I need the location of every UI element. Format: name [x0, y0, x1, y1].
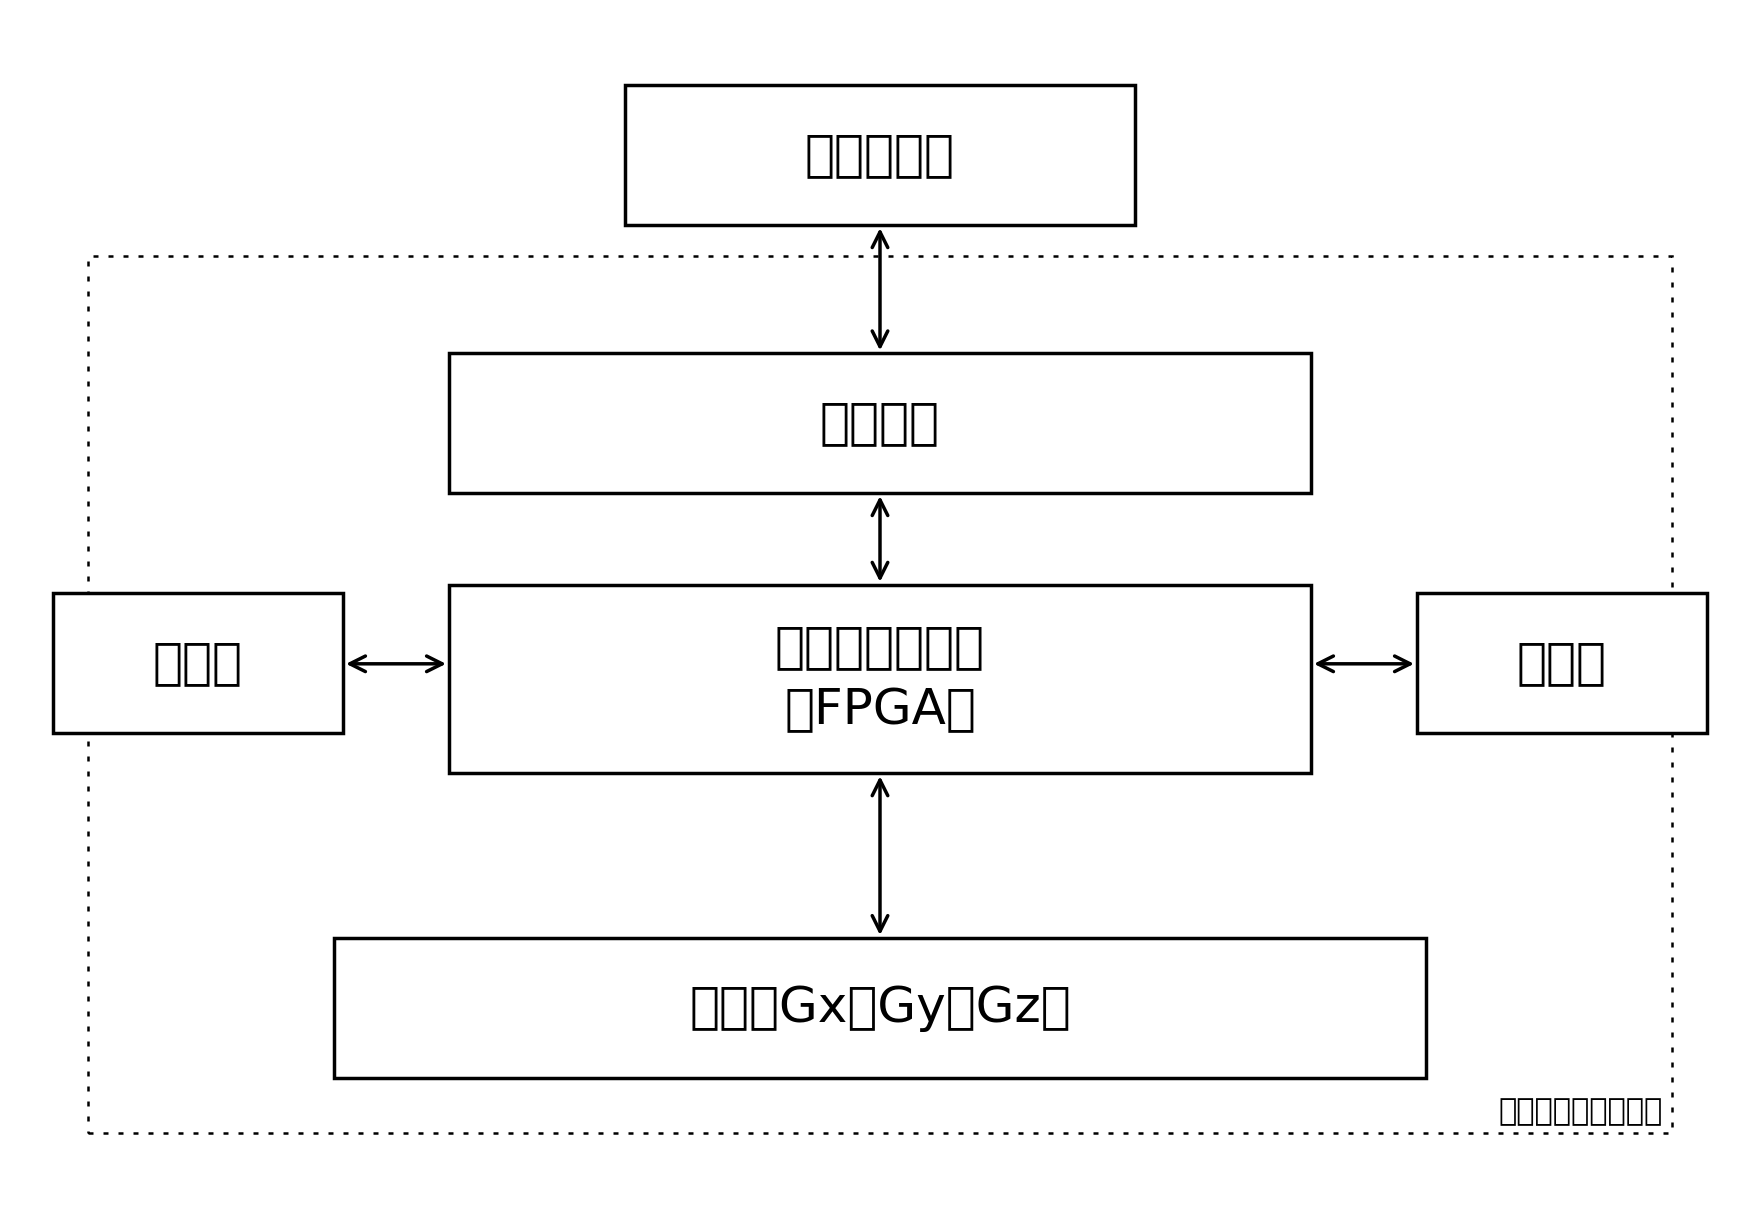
Bar: [449, 585, 1311, 773]
Text: 微处理器: 微处理器: [820, 400, 940, 447]
Bar: [53, 593, 343, 733]
Text: 可编程逻辑阵列
（FPGA）: 可编程逻辑阵列 （FPGA）: [774, 624, 986, 734]
Text: 梯度（Gx、Gy、Gz）: 梯度（Gx、Gy、Gz）: [690, 984, 1070, 1032]
Text: 频率源: 频率源: [153, 639, 243, 687]
Bar: [1417, 593, 1707, 733]
Text: 远程计算机: 远程计算机: [804, 132, 956, 179]
Bar: [88, 256, 1672, 1133]
Text: 接收机: 接收机: [1517, 639, 1607, 687]
Bar: [449, 353, 1311, 493]
Bar: [334, 938, 1426, 1078]
Text: 一体化核磁共振谱仪: 一体化核磁共振谱仪: [1500, 1097, 1663, 1127]
Bar: [625, 85, 1135, 225]
